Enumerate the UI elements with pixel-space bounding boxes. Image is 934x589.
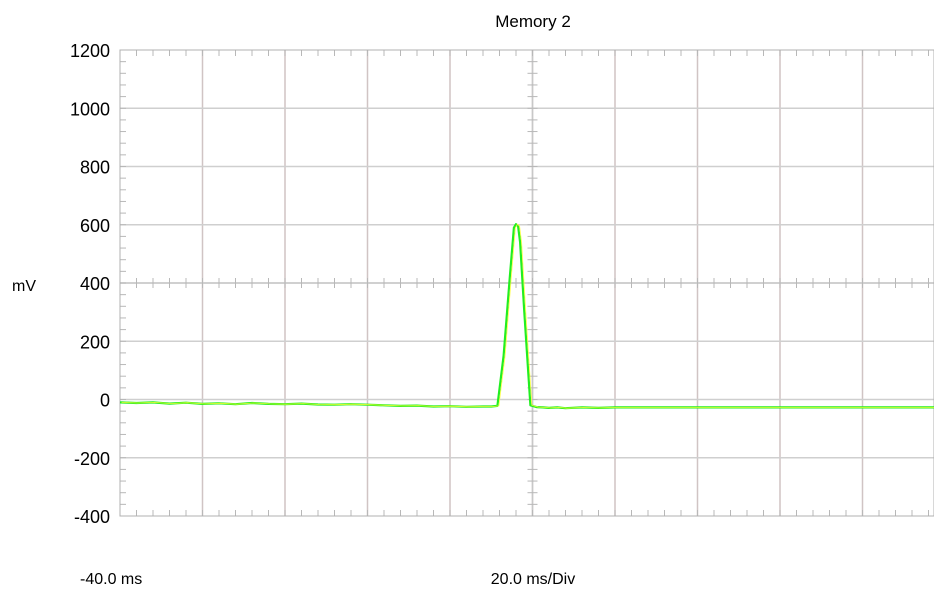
y-tick-label: 200 <box>80 332 110 352</box>
waveform-traces <box>119 223 934 410</box>
y-tick-label: 800 <box>80 158 110 178</box>
y-tick-label: 600 <box>80 216 110 236</box>
y-tick-label: 400 <box>80 274 110 294</box>
y-tick-label: 1000 <box>70 99 110 119</box>
x-axis-label: 20.0 ms/Div <box>491 571 575 588</box>
grid <box>119 49 934 517</box>
y-axis-label: mV <box>12 278 36 295</box>
series-line <box>119 223 934 410</box>
y-tick-label: -200 <box>74 449 110 469</box>
y-tick-label: 1200 <box>70 41 110 61</box>
y-tick-label: 0 <box>100 391 110 411</box>
chart-title: Memory 2 <box>495 12 571 31</box>
plot-frame <box>119 49 934 517</box>
x-start-label: -40.0 ms <box>80 571 142 588</box>
y-tick-labels: 1200 1000 800 600 400 200 0 -200 -400 <box>70 41 110 527</box>
series-line-highlight <box>121 223 934 409</box>
y-tick-label: -400 <box>74 507 110 527</box>
